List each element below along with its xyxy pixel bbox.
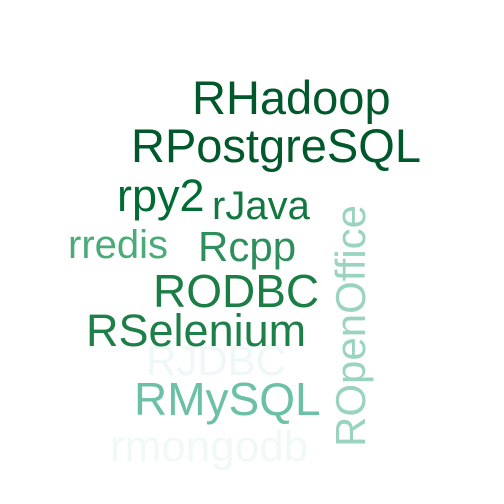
word-rcpp: Rcpp xyxy=(198,223,297,270)
word-rpostgresql: RPostgreSQL xyxy=(131,119,421,172)
word-rmysql: RMySQL xyxy=(134,373,321,425)
word-rredis: rredis xyxy=(68,223,169,267)
word-rpy2: rpy2 xyxy=(117,170,205,221)
word-ropenoffice: ROpenOffice xyxy=(327,204,374,447)
word-rmongodb: rmongodb xyxy=(110,422,309,471)
word-rjava: rJava xyxy=(212,184,310,228)
word-rodbc: RODBC xyxy=(153,265,320,317)
word-rhadoop: RHadoop xyxy=(192,71,391,124)
word-rjdbc: RJDBC xyxy=(146,337,287,384)
word-rselenium: RSelenium xyxy=(86,305,307,356)
